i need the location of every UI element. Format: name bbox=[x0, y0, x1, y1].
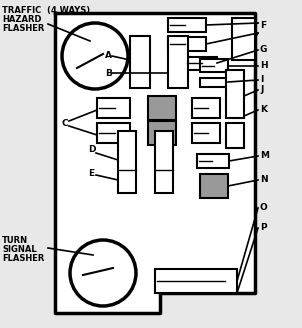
Text: SIGNAL: SIGNAL bbox=[2, 245, 37, 254]
Circle shape bbox=[70, 240, 136, 306]
Bar bbox=[192, 123, 220, 143]
Bar bbox=[130, 36, 150, 88]
Bar bbox=[148, 121, 176, 145]
Bar bbox=[197, 154, 229, 168]
Text: TRAFFIC  (4 WAYS): TRAFFIC (4 WAYS) bbox=[2, 6, 90, 15]
Text: A: A bbox=[105, 51, 112, 60]
Bar bbox=[200, 174, 228, 198]
Text: H: H bbox=[260, 62, 268, 71]
Text: G: G bbox=[260, 46, 267, 54]
Bar bbox=[97, 123, 130, 143]
Text: D: D bbox=[88, 146, 95, 154]
Bar bbox=[97, 98, 130, 118]
Bar bbox=[200, 78, 228, 87]
Text: O: O bbox=[260, 203, 268, 213]
Circle shape bbox=[62, 23, 128, 89]
Text: HAZARD: HAZARD bbox=[2, 15, 41, 24]
Bar bbox=[200, 59, 228, 72]
Bar bbox=[226, 123, 244, 148]
Bar bbox=[232, 18, 255, 60]
Text: C: C bbox=[62, 119, 69, 129]
Text: M: M bbox=[260, 152, 269, 160]
Bar bbox=[185, 57, 217, 70]
Text: I: I bbox=[260, 75, 263, 85]
Text: E: E bbox=[88, 169, 94, 177]
Text: TURN: TURN bbox=[2, 236, 28, 245]
Bar bbox=[192, 98, 220, 118]
Bar bbox=[118, 131, 136, 193]
Bar bbox=[155, 269, 237, 293]
Bar bbox=[226, 70, 244, 118]
Bar bbox=[155, 131, 173, 193]
Text: B: B bbox=[105, 69, 112, 77]
Text: P: P bbox=[260, 223, 267, 233]
Bar bbox=[168, 37, 206, 51]
Bar bbox=[148, 96, 176, 120]
Text: K: K bbox=[260, 106, 267, 114]
Text: FLASHER: FLASHER bbox=[2, 254, 44, 263]
Text: F: F bbox=[260, 22, 266, 31]
Bar bbox=[168, 36, 188, 88]
Text: FLASHER: FLASHER bbox=[2, 24, 44, 33]
Bar bbox=[168, 18, 206, 32]
Text: N: N bbox=[260, 175, 268, 184]
Text: J: J bbox=[260, 86, 263, 94]
Polygon shape bbox=[55, 13, 255, 313]
